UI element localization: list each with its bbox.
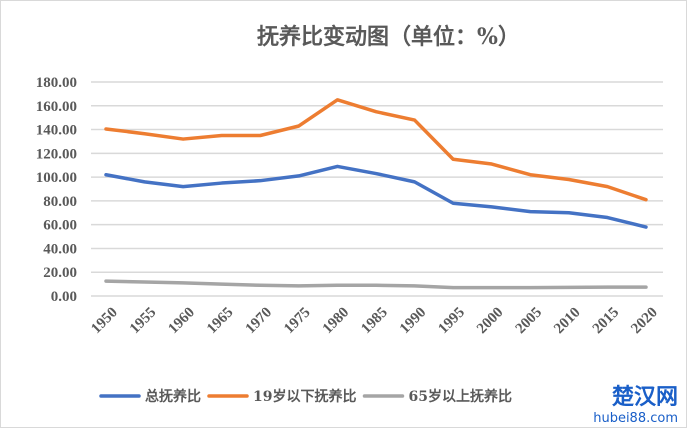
data-point xyxy=(529,211,531,213)
data-point xyxy=(645,199,647,201)
data-point xyxy=(298,125,300,127)
x-tick-label: 1980 xyxy=(320,305,353,338)
watermark-en: hubei88.com xyxy=(593,411,678,426)
x-tick-label: 1950 xyxy=(88,305,121,338)
series-line-3 xyxy=(104,279,648,290)
data-point xyxy=(568,212,570,214)
data-point xyxy=(414,181,416,183)
data-point xyxy=(375,284,377,286)
legend-label: 65岁以上抚养比 xyxy=(408,388,511,405)
data-point xyxy=(144,281,146,283)
watermark-cn: 楚汉网 xyxy=(611,385,678,410)
data-point xyxy=(568,286,570,288)
y-tick-label: 20.00 xyxy=(43,265,77,281)
data-point xyxy=(529,287,531,289)
data-point xyxy=(221,135,223,136)
data-point xyxy=(414,119,416,121)
data-point xyxy=(606,186,608,188)
x-tick-label: 1985 xyxy=(358,305,391,338)
y-tick-label: 0.00 xyxy=(51,289,77,305)
data-point xyxy=(105,280,107,282)
data-point xyxy=(568,178,570,180)
watermark-logo: 楚汉网 hubei88.com xyxy=(593,379,678,426)
data-point xyxy=(529,174,531,176)
x-tick-label: 1970 xyxy=(243,305,276,338)
y-tick-label: 60.00 xyxy=(43,218,77,234)
y-tick-label: 80.00 xyxy=(43,194,77,210)
y-tick-label: 160.00 xyxy=(36,99,77,115)
data-point xyxy=(182,138,184,140)
data-point xyxy=(144,181,146,183)
data-point xyxy=(606,217,608,219)
x-tick-label: 2010 xyxy=(551,305,584,338)
data-point xyxy=(606,286,608,288)
data-point xyxy=(375,173,377,175)
x-tick-label: 1995 xyxy=(435,305,468,338)
y-tick-label: 40.00 xyxy=(43,241,77,257)
data-point xyxy=(105,128,107,130)
data-point xyxy=(336,165,338,167)
y-tick-label: 100.00 xyxy=(36,170,77,186)
x-tick-label: 2015 xyxy=(590,305,623,338)
data-point xyxy=(298,285,300,287)
x-tick-label: 2005 xyxy=(513,305,546,338)
data-point xyxy=(452,287,454,289)
data-point xyxy=(414,285,416,287)
legend-label: 总抚养比 xyxy=(145,388,201,405)
data-point xyxy=(259,135,261,136)
x-tick-label: 1965 xyxy=(204,305,237,338)
data-point xyxy=(645,286,647,288)
data-point xyxy=(336,284,338,286)
series-line-1 xyxy=(104,164,648,229)
data-point xyxy=(645,226,647,228)
data-point xyxy=(259,284,261,286)
data-point xyxy=(221,283,223,285)
x-tick-label: 2000 xyxy=(474,305,507,338)
data-point xyxy=(452,202,454,204)
y-tick-label: 140.00 xyxy=(36,123,77,139)
x-tick-label: 2020 xyxy=(628,305,661,338)
x-tick-label: 1975 xyxy=(281,305,314,338)
data-point xyxy=(375,111,377,113)
legend-label: 19岁以下抚养比 xyxy=(253,388,356,405)
x-tick-label: 1955 xyxy=(127,305,160,338)
data-point xyxy=(259,180,261,182)
data-point xyxy=(336,99,338,101)
data-point xyxy=(298,175,300,177)
x-tick-label: 1960 xyxy=(165,305,198,338)
y-tick-label: 180.00 xyxy=(36,75,77,91)
y-tick-label: 120.00 xyxy=(36,146,77,162)
data-point xyxy=(491,206,493,208)
data-point xyxy=(491,163,493,165)
data-point xyxy=(221,182,223,184)
data-point xyxy=(144,133,146,135)
x-tick-label: 1990 xyxy=(397,305,430,338)
data-point xyxy=(182,282,184,284)
chart-title: 抚养比变动图（单位：%） xyxy=(257,24,520,50)
data-point xyxy=(452,158,454,160)
data-point xyxy=(491,287,493,289)
data-point xyxy=(182,186,184,188)
data-point xyxy=(105,174,107,176)
